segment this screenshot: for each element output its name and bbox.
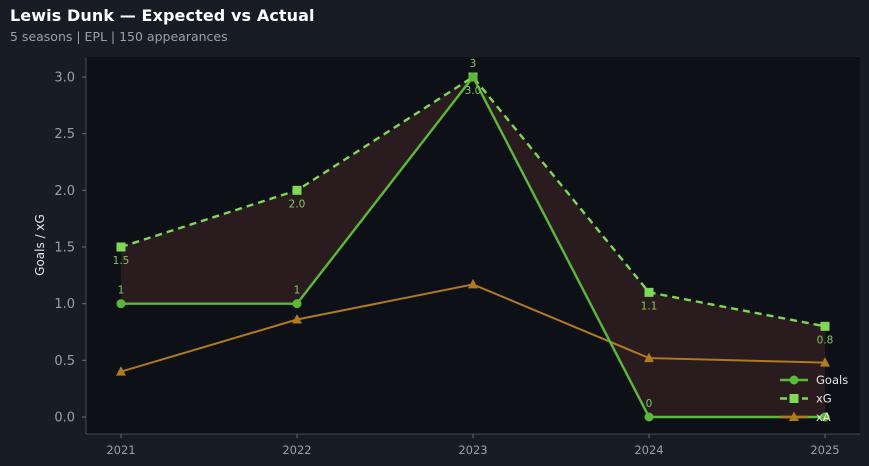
series-layer	[116, 72, 830, 422]
shade-layer	[121, 77, 825, 417]
data-point-goals	[292, 299, 302, 309]
y-axis-label: Goals / xG	[33, 214, 47, 276]
y-tick-label: 2.5	[54, 127, 75, 142]
data-point-xg	[644, 287, 654, 297]
y-tick-label: 1.5	[54, 241, 75, 256]
x-tick-label: 2022	[282, 443, 311, 457]
data-point-goals	[644, 412, 654, 422]
y-tick-label: 3.0	[54, 71, 75, 86]
data-point-xg	[116, 242, 126, 252]
data-point-xg	[820, 321, 830, 331]
data-point-xa	[468, 278, 478, 289]
data-point-goals	[116, 299, 126, 309]
data-point-xa	[644, 352, 654, 363]
data-label-xg: 1.5	[113, 255, 130, 267]
data-label-goals: 3	[470, 58, 477, 70]
data-label-goals: 1	[118, 285, 125, 297]
chart-subtitle: 5 seasons | EPL | 150 appearances	[10, 29, 228, 44]
x-tick-label: 2024	[634, 443, 663, 457]
x-tick-label: 2025	[810, 443, 839, 457]
chart-header: Lewis Dunk — Expected vs Actual 5 season…	[10, 6, 315, 44]
legend-label-goals: Goals	[816, 373, 848, 387]
x-tick-label: 2023	[458, 443, 487, 457]
data-point-xa	[292, 314, 302, 324]
x-tick-label: 2021	[106, 443, 135, 457]
series-line-xg	[120, 75, 826, 328]
y-tick-label: 0.0	[54, 411, 75, 426]
data-point-xa	[820, 357, 830, 367]
legend: Goals xG xA	[780, 373, 848, 424]
legend-marker	[789, 375, 799, 385]
labels-layer: 1 1 3 0 1.5 2.0 3.0 1.1 0.8	[113, 58, 834, 410]
data-label-goals: 1	[294, 285, 301, 297]
data-point-xa	[116, 366, 126, 376]
y-tick-label: 1.0	[54, 297, 75, 312]
y-tick-label: 0.5	[54, 354, 75, 369]
legend-label-xa: xA	[816, 410, 831, 424]
legend-marker	[789, 394, 799, 403]
legend-marker	[789, 411, 799, 421]
data-label-xg: 2.0	[289, 198, 306, 210]
data-label-xg: 3.0	[465, 85, 482, 97]
axes-layer: 0.0 0.5 1.0 1.5 2.0 2.5 3.0 2021 2022 2023 2024 202…	[54, 57, 860, 457]
chart-title: Lewis Dunk — Expected vs Actual	[10, 6, 315, 25]
legend-label-xg: xG	[816, 392, 832, 406]
data-point-goals	[820, 412, 830, 422]
data-label-xg: 1.1	[641, 300, 658, 312]
y-tick-label: 2.0	[54, 184, 75, 199]
data-point-goals	[468, 72, 478, 82]
shaded-gap-area	[121, 77, 825, 417]
data-point-xg	[292, 185, 302, 195]
data-label-xg: 0.8	[817, 334, 834, 346]
data-label-goals: 0	[646, 398, 653, 410]
